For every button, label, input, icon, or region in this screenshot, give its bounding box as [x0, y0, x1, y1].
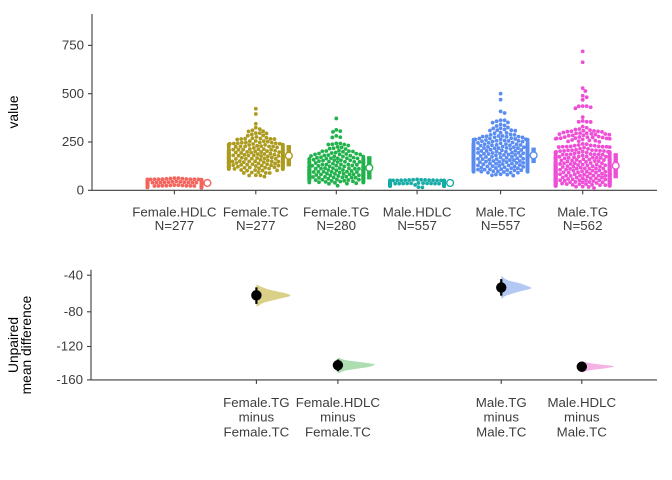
svg-text:minus: minus — [320, 410, 356, 425]
svg-text:Male.TC: Male.TC — [476, 425, 527, 440]
svg-text:minus: minus — [484, 410, 520, 425]
svg-text:Male.HDLC: Male.HDLC — [547, 395, 616, 410]
svg-text:500: 500 — [62, 86, 84, 101]
svg-text:mean difference: mean difference — [19, 295, 34, 394]
svg-text:N=277: N=277 — [155, 218, 195, 233]
svg-text:N=277: N=277 — [236, 218, 276, 233]
svg-text:Female.TC: Female.TC — [305, 425, 371, 440]
svg-text:-120: -120 — [56, 339, 83, 354]
svg-text:750: 750 — [62, 38, 84, 53]
svg-text:N=280: N=280 — [317, 218, 357, 233]
svg-text:N=562: N=562 — [563, 218, 603, 233]
svg-text:-80: -80 — [64, 304, 83, 319]
svg-text:N=557: N=557 — [481, 218, 521, 233]
svg-text:Female.TG: Female.TG — [223, 395, 290, 410]
svg-text:-40: -40 — [64, 267, 83, 282]
svg-text:value: value — [6, 95, 21, 128]
svg-text:Male.TG: Male.TG — [476, 395, 527, 410]
svg-text:0: 0 — [77, 183, 84, 198]
svg-text:minus: minus — [564, 410, 600, 425]
svg-text:Male.TC: Male.TC — [557, 425, 608, 440]
svg-text:Female.HDLC: Female.HDLC — [296, 395, 381, 410]
svg-text:250: 250 — [62, 134, 84, 149]
svg-text:minus: minus — [239, 410, 275, 425]
svg-text:N=557: N=557 — [397, 218, 437, 233]
svg-text:-160: -160 — [56, 372, 83, 387]
svg-text:Female.TC: Female.TC — [224, 425, 290, 440]
